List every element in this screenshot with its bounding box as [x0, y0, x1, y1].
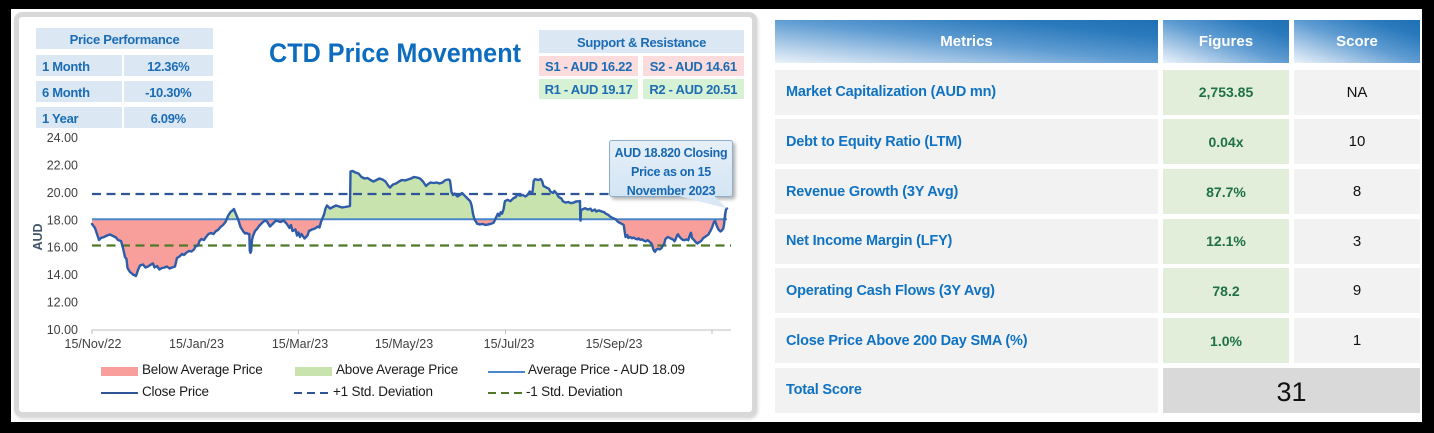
- svg-text:15/Sep/23: 15/Sep/23: [586, 337, 643, 351]
- svg-text:10.00: 10.00: [47, 323, 78, 337]
- svg-text:14.00: 14.00: [47, 268, 78, 282]
- svg-text:16.00: 16.00: [47, 241, 78, 255]
- svg-text:15/Jul/23: 15/Jul/23: [484, 337, 535, 351]
- svg-text:18.00: 18.00: [47, 213, 78, 227]
- svg-text:20.00: 20.00: [47, 186, 78, 200]
- svg-text:15/Mar/23: 15/Mar/23: [272, 337, 328, 351]
- svg-text:15/Nov/22: 15/Nov/22: [65, 337, 122, 351]
- svg-text:15/Jan/23: 15/Jan/23: [169, 337, 224, 351]
- svg-text:24.00: 24.00: [47, 131, 78, 145]
- svg-text:AUD: AUD: [31, 223, 45, 250]
- svg-text:12.00: 12.00: [47, 295, 78, 309]
- svg-text:22.00: 22.00: [47, 159, 78, 173]
- svg-text:15/May/23: 15/May/23: [375, 337, 433, 351]
